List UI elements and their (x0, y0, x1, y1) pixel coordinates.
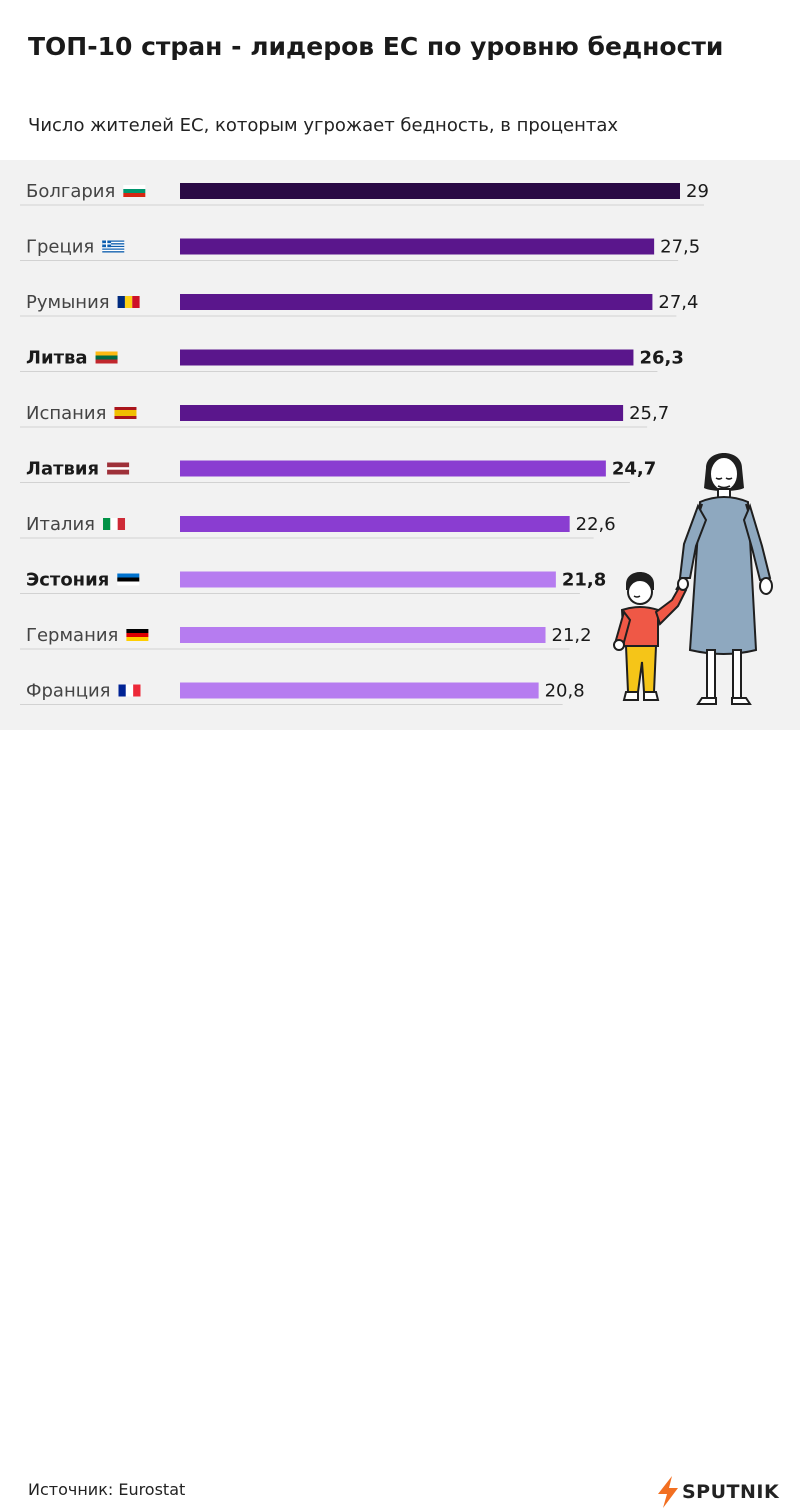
bar (180, 349, 634, 366)
bar (180, 294, 653, 310)
bar-row: Франция (20, 681, 563, 705)
category-label: Латвия (26, 459, 99, 480)
category-label: Греция (26, 237, 94, 258)
footer: Источник: Eurostat SPUTNIK (0, 730, 800, 1508)
category-label: Франция (26, 681, 111, 702)
flag-icon (103, 518, 126, 530)
flag-icon (107, 462, 130, 475)
mother-and-child-illustration (613, 453, 773, 705)
sputnik-logo: SPUTNIK (656, 1476, 786, 1508)
flag-icon (117, 296, 140, 308)
bar (180, 405, 624, 421)
value-label: 29 (686, 181, 709, 202)
bar (180, 183, 680, 199)
bar (180, 682, 539, 699)
chart-title: ТОП-10 стран - лидеров ЕС по уровню бедн… (28, 32, 724, 61)
category-label: Болгария (26, 181, 115, 202)
value-label: 21,8 (562, 570, 606, 591)
value-label: 27,5 (660, 237, 700, 258)
bar (180, 627, 546, 643)
flag-icon (114, 407, 137, 419)
bar-row: Румыния (20, 292, 677, 317)
category-label: Германия (26, 625, 118, 646)
bar-row: Литва (20, 348, 658, 372)
bar-row: Эстония (20, 570, 580, 594)
flag-icon (126, 629, 149, 641)
value-label: 27,4 (658, 292, 698, 313)
flag-icon (95, 351, 118, 364)
category-label: Румыния (26, 292, 110, 313)
value-label: 20,8 (545, 681, 585, 702)
bar (180, 516, 570, 532)
bar-row: Греция (20, 237, 679, 261)
value-label: 21,2 (552, 625, 592, 646)
flag-icon (123, 185, 146, 197)
flag-icon (117, 573, 140, 586)
bar (180, 238, 655, 255)
bar-row: Германия (20, 625, 570, 650)
value-label: 26,3 (639, 348, 683, 369)
value-label: 24,7 (612, 459, 656, 480)
sputnik-bolt-icon (658, 1476, 678, 1508)
source-note: Источник: Eurostat (28, 1480, 186, 1499)
value-label: 22,6 (576, 514, 616, 535)
flag-icon (102, 240, 125, 253)
bar-row: Испания (20, 403, 648, 428)
mother-figure (675, 453, 773, 705)
category-label: Испания (26, 403, 106, 424)
bar (180, 571, 556, 588)
header: ТОП-10 стран - лидеров ЕС по уровню бедн… (0, 0, 800, 160)
child-figure (613, 572, 689, 701)
bar-chart: Болгария 29 Греция 27,5 Румыния 27,4 Литва 26,3… (20, 181, 709, 705)
bar-row: Италия (20, 514, 594, 539)
bar-row: Латвия (20, 459, 630, 483)
value-label: 25,7 (629, 403, 669, 424)
sputnik-wordmark: SPUTNIK (682, 1481, 780, 1503)
category-label: Италия (26, 514, 95, 535)
bar (180, 460, 606, 477)
category-label: Эстония (26, 570, 109, 591)
category-label: Литва (26, 348, 88, 369)
flag-icon (118, 684, 141, 697)
chart-subtitle: Число жителей ЕС, которым угрожает бедно… (28, 115, 619, 136)
bar-row: Болгария (20, 181, 704, 206)
